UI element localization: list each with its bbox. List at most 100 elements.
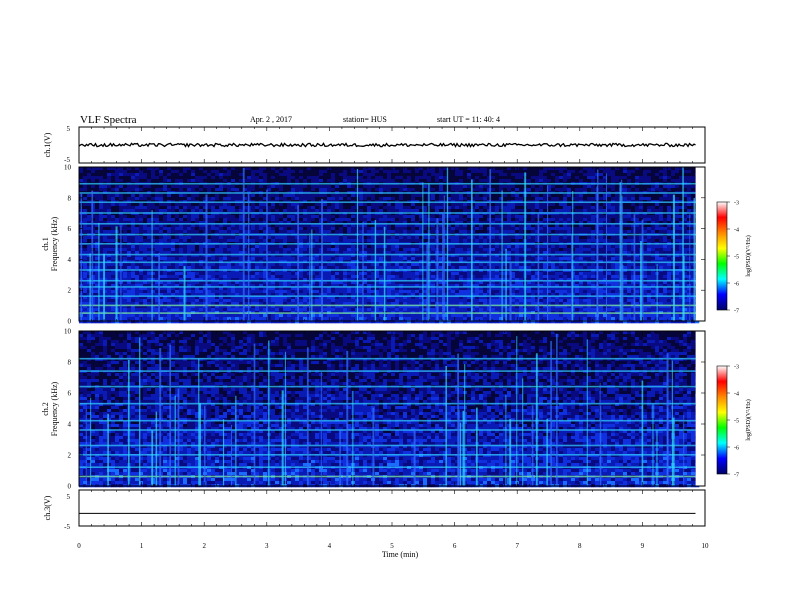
spectrogram-cell xyxy=(399,245,404,249)
spectrogram-cell xyxy=(495,197,500,201)
spectrogram-cell xyxy=(367,197,372,201)
spectrogram-cell xyxy=(499,251,504,255)
spectrogram-cell xyxy=(443,209,448,213)
spectrogram-cell xyxy=(83,218,88,222)
spectrogram-cell xyxy=(567,236,572,240)
spectrogram-cell xyxy=(543,176,548,180)
spectrogram-cell xyxy=(331,179,336,183)
spectrogram-cell xyxy=(295,230,300,234)
spectrogram-cell xyxy=(299,245,304,249)
spectrogram-cell xyxy=(567,227,572,231)
spectrogram-cell xyxy=(667,206,672,210)
spectrogram-cell xyxy=(207,176,212,180)
spectrogram-cell xyxy=(679,224,684,228)
spectrogram-cell xyxy=(663,197,668,201)
spectrogram-cell xyxy=(167,185,172,189)
spectrogram-cell xyxy=(475,257,480,261)
spectrogram-cell xyxy=(219,224,224,228)
spectrogram-cell xyxy=(679,221,684,225)
spectrogram-cell xyxy=(391,188,396,192)
spectrogram-cell xyxy=(543,221,548,225)
spectrogram-cell xyxy=(327,248,332,252)
spectrogram-cell xyxy=(555,176,560,180)
spectrogram-cell xyxy=(615,188,620,192)
spectrogram-cell xyxy=(687,215,692,219)
spectrogram-cell xyxy=(539,254,544,258)
spectrogram-cell xyxy=(347,236,352,240)
spectrogram-cell xyxy=(179,197,184,201)
spectrogram-cell xyxy=(603,236,608,240)
spectrogram-cell xyxy=(635,185,640,189)
spectrogram-cell xyxy=(631,224,636,228)
spectrogram-cell xyxy=(487,203,492,207)
spectrogram-cell xyxy=(607,173,612,177)
spectrogram-cell xyxy=(571,185,576,189)
spectrogram-cell xyxy=(495,248,500,252)
spectrogram-cell xyxy=(331,221,336,225)
spectrogram-cell xyxy=(627,230,632,234)
spectrogram-cell xyxy=(223,173,228,177)
spectrogram-cell xyxy=(251,185,256,189)
spectrogram-cell xyxy=(131,245,136,249)
spectrogram-cell xyxy=(311,209,316,213)
spectrogram-cell xyxy=(423,251,428,255)
spectrogram-cell xyxy=(667,170,672,174)
spectrogram-cell xyxy=(479,173,484,177)
spectrogram-cell xyxy=(127,215,132,219)
spectrogram-cell xyxy=(239,254,244,258)
spectrogram-cell xyxy=(611,176,616,180)
spectrogram-cell xyxy=(555,209,560,213)
spectrogram-cell xyxy=(487,221,492,225)
spectrogram-cell xyxy=(283,230,288,234)
spectrogram-cell xyxy=(639,209,644,213)
spectrogram-cell xyxy=(459,224,464,228)
spectrogram-cell xyxy=(459,197,464,201)
spectrogram-cell xyxy=(163,173,168,177)
spectrogram-cell xyxy=(675,173,680,177)
spectrogram-cell xyxy=(491,218,496,222)
spectrogram-cell xyxy=(151,179,156,183)
spectrogram-cell xyxy=(455,209,460,213)
spectrogram-cell xyxy=(347,185,352,189)
spectrogram-cell xyxy=(335,215,340,219)
spectrogram-cell xyxy=(195,194,200,198)
spectrogram-cell xyxy=(147,209,152,213)
spectrogram-cell xyxy=(223,209,228,213)
spectrogram-cell xyxy=(455,218,460,222)
spectrogram-cell xyxy=(307,227,312,231)
spectrogram-cell xyxy=(459,251,464,255)
spectrogram-cell xyxy=(511,203,516,207)
spectrogram-cell xyxy=(407,218,412,222)
spectrogram-cell xyxy=(335,179,340,183)
spectrogram-cell xyxy=(163,206,168,210)
spectrogram-cell xyxy=(599,254,604,258)
spectrogram-cell xyxy=(203,167,208,171)
spectrogram-cell xyxy=(211,218,216,222)
spectrogram-cell xyxy=(603,248,608,252)
spectrogram-cell xyxy=(311,236,316,240)
spectrogram-cell xyxy=(195,236,200,240)
spectrogram-cell xyxy=(475,176,480,180)
spectrogram-cell xyxy=(279,221,284,225)
spectrogram-cell xyxy=(271,239,276,243)
spectrogram-cell xyxy=(371,209,376,213)
spectrogram-cell xyxy=(451,203,456,207)
spectrogram-cell xyxy=(163,245,168,249)
spectrogram-cell xyxy=(371,173,376,177)
spectrogram-cell xyxy=(123,221,128,225)
spectrogram-cell xyxy=(455,251,460,255)
spectrogram-cell xyxy=(303,176,308,180)
spectrogram-cell xyxy=(171,227,176,231)
spectrogram-cell xyxy=(87,179,92,183)
spectrogram-cell xyxy=(339,209,344,213)
spectrogram-cell xyxy=(455,194,460,198)
spectrogram-cell xyxy=(223,224,228,228)
spectrogram-cell xyxy=(383,209,388,213)
spectrogram-cell xyxy=(591,221,596,225)
spectrogram-cell xyxy=(271,236,276,240)
spectrogram-cell xyxy=(399,209,404,213)
spectrogram-cell xyxy=(259,245,264,249)
spectrogram-cell xyxy=(631,167,636,171)
spectrogram-cell xyxy=(515,206,520,210)
spectrogram-cell xyxy=(367,215,372,219)
